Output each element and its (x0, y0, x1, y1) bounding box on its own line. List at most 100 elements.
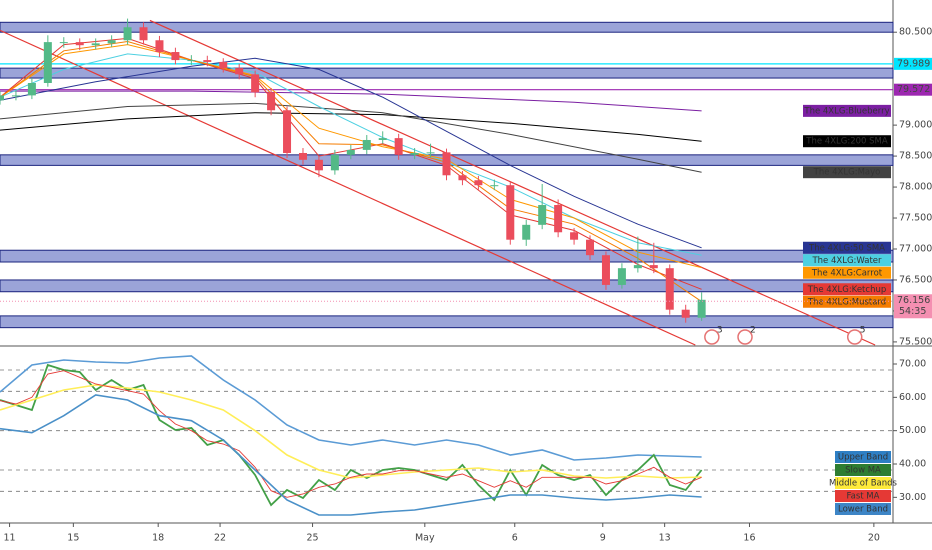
candle-body (251, 74, 260, 93)
zone (0, 279, 894, 293)
candle-body (633, 265, 642, 269)
zone (0, 67, 894, 79)
candle-body (490, 185, 499, 187)
candle-body (0, 95, 4, 101)
candle-body (11, 95, 20, 97)
y-tick-label: 78.000 (899, 182, 932, 193)
x-tick-label: 9 (600, 533, 606, 544)
price-label: 79.989 (897, 58, 930, 69)
candle-body (346, 149, 355, 155)
y-tick-label: 80.500 (899, 27, 932, 38)
candle-body (75, 42, 84, 46)
y-tick-label: 40.00 (899, 459, 926, 470)
last-price: 76.156 (897, 295, 930, 306)
indicator-line (0, 384, 702, 479)
ma-line (0, 40, 702, 303)
candle-body (43, 42, 52, 83)
line-label-bg (803, 241, 891, 254)
channel-line (0, 29, 696, 346)
candle-body (586, 239, 595, 256)
line-label: The 4XLG:Mustard (807, 297, 886, 307)
candle-body (107, 40, 116, 44)
last-price-bg (894, 294, 932, 319)
x-tick-label: 18 (152, 533, 164, 544)
x-tick-label: 11 (4, 533, 16, 544)
indicator-line (0, 394, 702, 516)
ma-line (0, 53, 702, 256)
y-tick-label: 70.00 (899, 359, 926, 370)
x-tick-label: 25 (307, 533, 319, 544)
candle-body (123, 27, 132, 41)
candle-body (442, 152, 451, 176)
candle-body (235, 68, 244, 75)
legend-label-bg (835, 451, 891, 463)
legend-label: Upper Band (838, 453, 888, 463)
legend-label: Fast MA (847, 492, 880, 502)
channel-line (149, 19, 876, 346)
candle-body (601, 255, 610, 285)
candle-body (91, 43, 100, 46)
candle-body (474, 180, 483, 186)
indicator-line (0, 370, 702, 498)
legend-label: Middle of Bands (829, 479, 897, 489)
x-tick-label: 13 (659, 533, 671, 544)
price-label-bg (894, 57, 932, 70)
candle-body (458, 175, 467, 181)
y-tick-label: 60.00 (899, 392, 926, 403)
candle-body (570, 232, 579, 240)
x-tick-label: 15 (67, 533, 79, 544)
x-tick-label: 16 (743, 533, 755, 544)
line-label-bg (803, 104, 891, 117)
y-tick-label: 77.000 (899, 243, 932, 254)
candle-body (665, 268, 674, 310)
y-tick-label: 76.500 (899, 274, 932, 285)
candle-body (27, 82, 36, 96)
ma-line (0, 102, 702, 173)
candle-body (697, 299, 706, 318)
candle-body (139, 27, 148, 41)
line-label: The 4XLG:Blueberry (803, 106, 889, 116)
y-tick-label: 79.000 (899, 120, 932, 131)
line-label: The 4XLG:Mayo (813, 168, 881, 178)
countdown: 54:35 (899, 306, 926, 317)
candle-body (171, 52, 180, 61)
x-tick-label: 22 (214, 533, 226, 544)
price-label: 79.572 (897, 84, 930, 95)
y-tick-label: 50.00 (899, 425, 926, 436)
legend-label-bg (835, 490, 891, 502)
line-label: The 4XLG:50 SMA (808, 243, 885, 253)
legend-label: Slow MA (845, 466, 881, 476)
event-marker (737, 329, 753, 345)
legend-label-bg (835, 503, 891, 515)
candle-body (362, 139, 371, 150)
candle-body (155, 40, 164, 53)
candle-body (522, 224, 531, 240)
candle-body (59, 42, 68, 44)
event-label: 5 (860, 326, 866, 336)
candle-body (617, 268, 626, 285)
candle-body (394, 138, 403, 155)
y-tick-label: 30.00 (899, 492, 926, 503)
candle-body (554, 205, 563, 233)
event-label: 2 (750, 326, 756, 336)
zone (0, 315, 894, 329)
candle-body (410, 152, 419, 155)
price-label-bg (894, 83, 932, 96)
x-tick-label: May (415, 533, 435, 544)
legend-label-bg (835, 464, 891, 476)
candle-body (681, 309, 690, 318)
candle-body (219, 61, 228, 69)
candle-body (538, 205, 547, 225)
y-tick-label: 77.500 (899, 213, 932, 224)
ma-line (0, 44, 702, 269)
event-label: 3 (717, 326, 723, 336)
ma-line (0, 112, 702, 142)
line-label-bg (803, 135, 891, 148)
y-tick-label: 75.500 (899, 336, 932, 347)
ma-line (0, 57, 702, 249)
legend-label: Lower Band (838, 505, 888, 515)
candle-body (378, 138, 387, 140)
candle-body (330, 154, 339, 171)
line-label: The 4XLG:Ketchup (807, 285, 886, 295)
